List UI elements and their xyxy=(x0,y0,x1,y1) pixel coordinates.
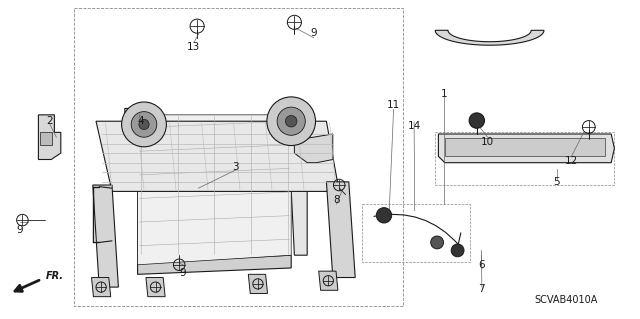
Text: 9: 9 xyxy=(180,268,186,278)
Text: 8: 8 xyxy=(333,195,340,205)
Polygon shape xyxy=(248,274,268,293)
Circle shape xyxy=(267,97,316,145)
Circle shape xyxy=(469,113,484,128)
Polygon shape xyxy=(125,108,150,265)
Text: 9: 9 xyxy=(310,28,317,39)
Text: 5: 5 xyxy=(554,177,560,188)
Polygon shape xyxy=(92,278,111,297)
Circle shape xyxy=(122,102,166,147)
Polygon shape xyxy=(138,115,291,265)
Polygon shape xyxy=(138,255,291,274)
Polygon shape xyxy=(445,138,605,156)
Polygon shape xyxy=(146,278,165,297)
Text: 1: 1 xyxy=(441,89,447,99)
Polygon shape xyxy=(319,271,338,290)
Text: 4: 4 xyxy=(138,115,144,126)
Polygon shape xyxy=(438,134,614,163)
Polygon shape xyxy=(93,185,118,287)
Polygon shape xyxy=(435,30,544,45)
Text: 3: 3 xyxy=(232,161,239,172)
Text: 2: 2 xyxy=(47,115,53,126)
Text: 13: 13 xyxy=(188,42,200,52)
Text: SCVAB4010A: SCVAB4010A xyxy=(534,295,598,305)
Polygon shape xyxy=(96,121,339,191)
Text: 14: 14 xyxy=(408,121,420,131)
Circle shape xyxy=(139,119,149,130)
Text: 9: 9 xyxy=(17,225,23,235)
Text: 7: 7 xyxy=(479,284,485,294)
Text: FR.: FR. xyxy=(46,271,64,281)
Circle shape xyxy=(376,208,392,223)
Polygon shape xyxy=(40,132,52,145)
Text: 11: 11 xyxy=(387,100,400,110)
Circle shape xyxy=(131,112,157,137)
Text: 10: 10 xyxy=(481,137,494,147)
Text: 12: 12 xyxy=(565,156,578,166)
Circle shape xyxy=(451,244,464,257)
Polygon shape xyxy=(278,108,307,255)
Text: 6: 6 xyxy=(479,260,485,270)
Polygon shape xyxy=(38,115,61,160)
Circle shape xyxy=(285,115,297,127)
Polygon shape xyxy=(326,182,355,278)
Circle shape xyxy=(277,107,305,135)
Polygon shape xyxy=(294,134,333,163)
Circle shape xyxy=(431,236,444,249)
